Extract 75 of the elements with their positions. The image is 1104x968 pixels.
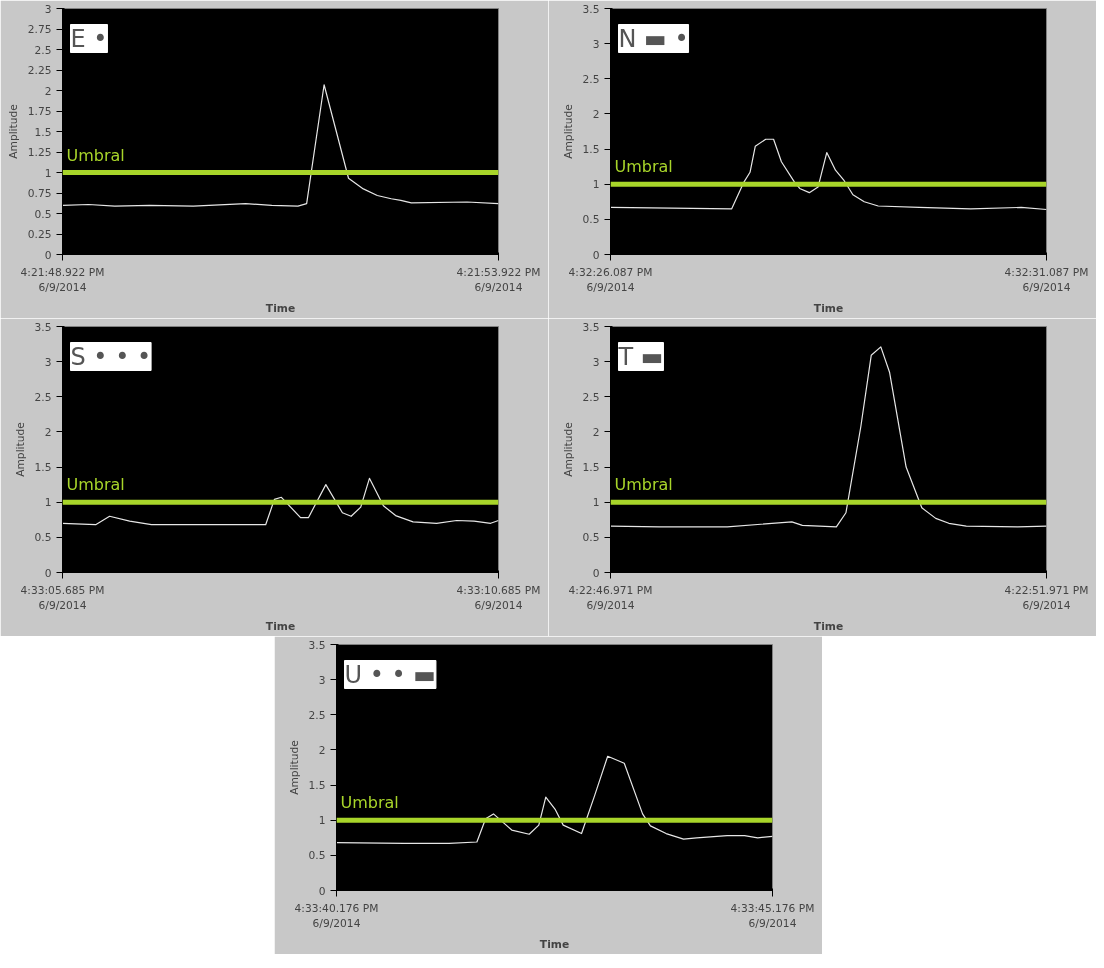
y-tick-label: 1.5 [34, 125, 52, 139]
text: U • • ▬ [344, 660, 436, 689]
y-tick-label: 3.5 [582, 320, 600, 334]
ref-line-label: Umbral [66, 475, 125, 495]
x-axis-title: Time [265, 620, 296, 634]
y-tick-label: 0.5 [308, 849, 326, 863]
y-tick-label: 3 [318, 673, 326, 687]
y-tick-label: 3 [592, 355, 600, 369]
y-tick-label: 3 [592, 37, 600, 51]
y-tick-label: 0 [592, 248, 600, 262]
text: T ▬ [617, 342, 664, 371]
y-tick-label: 2 [44, 425, 52, 439]
ref-line-label: Umbral [614, 475, 673, 495]
x-tick-label: 4:33:40.176 PM 6/9/2014 [294, 901, 379, 931]
y-axis-title: Amplitude [13, 422, 27, 477]
y-axis-title: Amplitude [6, 104, 20, 159]
x-tick-label: 4:33:10.685 PM 6/9/2014 [456, 583, 541, 613]
x-tick-label: 4:21:48.922 PM 6/9/2014 [20, 265, 105, 295]
y-tick-label: 1.5 [308, 779, 326, 793]
y-tick-label: 2.5 [582, 390, 600, 404]
x-tick-label: 4:21:53.922 PM 6/9/2014 [456, 265, 541, 295]
y-tick-label: 0 [44, 248, 52, 262]
text: N ▬ • [618, 24, 689, 53]
y-tick-label: 2.75 [27, 23, 52, 36]
y-tick-label: 0 [592, 566, 600, 580]
x-axis-title: Time [813, 302, 844, 316]
ref-line-label: Umbral [614, 157, 673, 177]
y-tick-label: 0.5 [34, 531, 52, 545]
ref-line-label: Umbral [66, 145, 125, 165]
y-tick-label: 1 [44, 496, 52, 510]
y-tick-label: 2.5 [308, 708, 326, 722]
y-tick-label: 1.5 [582, 461, 600, 475]
ref-line-label: Umbral [340, 793, 399, 813]
y-tick-label: 1.25 [27, 146, 52, 159]
x-tick-label: 4:33:05.685 PM 6/9/2014 [20, 583, 105, 613]
y-tick-label: 0.5 [582, 531, 600, 545]
y-tick-label: 2 [592, 425, 600, 439]
y-tick-label: 3.5 [34, 320, 52, 334]
y-tick-label: 1 [592, 496, 600, 510]
x-axis-title: Time [539, 938, 570, 952]
y-tick-label: 3 [44, 355, 52, 369]
y-tick-label: 1.5 [582, 143, 600, 157]
x-tick-label: 4:32:26.087 PM 6/9/2014 [568, 265, 653, 295]
y-tick-label: 0.75 [27, 187, 52, 200]
y-tick-label: 1 [592, 178, 600, 192]
y-tick-label: 0 [318, 884, 326, 898]
y-tick-label: 3.5 [582, 2, 600, 16]
y-tick-label: 1 [44, 166, 52, 180]
y-tick-label: 2 [44, 84, 52, 98]
y-tick-label: 1 [318, 814, 326, 828]
x-tick-label: 4:22:46.971 PM 6/9/2014 [568, 583, 653, 613]
text: S • • • [70, 342, 152, 371]
y-tick-label: 2.5 [34, 43, 52, 57]
x-axis-title: Time [265, 302, 296, 316]
y-axis-title: Amplitude [561, 422, 575, 477]
y-tick-label: 2.25 [27, 64, 52, 77]
y-tick-label: 2 [318, 743, 326, 757]
x-axis-title: Time [813, 620, 844, 634]
y-tick-label: 0.25 [27, 228, 52, 241]
y-tick-label: 2.5 [34, 390, 52, 404]
y-tick-label: 0.5 [582, 213, 600, 227]
y-tick-label: 0.5 [34, 207, 52, 221]
y-tick-label: 2 [592, 107, 600, 121]
text: E • [70, 24, 108, 53]
y-tick-label: 3 [44, 2, 52, 16]
y-tick-label: 0 [44, 566, 52, 580]
x-tick-label: 4:32:31.087 PM 6/9/2014 [1004, 265, 1089, 295]
y-tick-label: 3.5 [308, 638, 326, 652]
y-tick-label: 1.5 [34, 461, 52, 475]
y-tick-label: 2.5 [582, 72, 600, 86]
x-tick-label: 4:33:45.176 PM 6/9/2014 [730, 901, 815, 931]
y-axis-title: Amplitude [287, 740, 301, 795]
y-axis-title: Amplitude [561, 104, 575, 159]
y-tick-label: 1.75 [27, 105, 52, 118]
x-tick-label: 4:22:51.971 PM 6/9/2014 [1004, 583, 1089, 613]
